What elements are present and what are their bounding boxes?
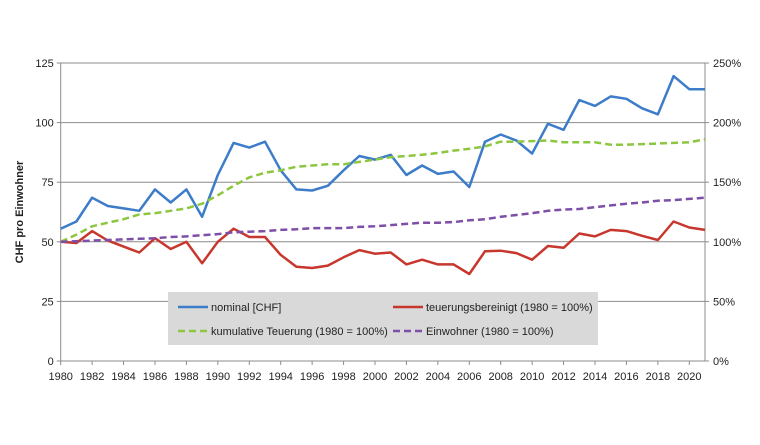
x-tick-label: 1980 (48, 371, 72, 383)
y2-tick-label: 200% (713, 118, 741, 130)
series-line-0 (60, 74, 705, 230)
x-tick-label: 1990 (206, 371, 230, 383)
x-tick-label: 1994 (268, 371, 292, 383)
x-tick-label: 2012 (551, 371, 575, 383)
legend-label: Einwohner (1980 = 100%) (426, 326, 554, 338)
x-tick-label: 1984 (111, 371, 135, 383)
y-tick-label: 50 (41, 237, 53, 249)
x-tick-label: 2010 (520, 371, 544, 383)
y-tick-label: 0 (48, 356, 54, 368)
y2-tick-label: 150% (713, 177, 741, 189)
y2-tick-label: 0% (713, 356, 729, 368)
legend-label: nominal [CHF] (211, 302, 281, 314)
x-tick-label: 2018 (646, 371, 670, 383)
x-tick-label: 2016 (614, 371, 638, 383)
x-tick-label: 2002 (394, 371, 418, 383)
x-tick-label: 2004 (426, 371, 450, 383)
x-tick-label: 1998 (331, 371, 355, 383)
x-tick-label: 2006 (457, 371, 481, 383)
x-tick-label: 1996 (300, 371, 324, 383)
legend-label: teuerungsbereinigt (1980 = 100%) (426, 302, 593, 314)
y2-tick-label: 50% (713, 296, 735, 308)
y-tick-label: 75 (41, 177, 53, 189)
x-tick-label: 1992 (237, 371, 261, 383)
x-tick-label: 1988 (174, 371, 198, 383)
x-tick-label: 2000 (363, 371, 387, 383)
y2-tick-label: 100% (713, 237, 741, 249)
x-tick-label: 2008 (488, 371, 512, 383)
legend-label: kumulative Teuerung (1980 = 100%) (211, 326, 388, 338)
y-tick-label: 100 (35, 118, 53, 130)
y-tick-label: 25 (41, 296, 53, 308)
y2-tick-label: 250% (713, 58, 741, 70)
legend-background (168, 292, 598, 345)
series-line-2 (60, 138, 706, 243)
series-line-3 (60, 196, 706, 244)
x-tick-label: 2020 (677, 371, 701, 383)
legend: nominal [CHF] teuerungsbereinigt (1980 = … (168, 292, 598, 345)
series-line-1 (60, 220, 706, 276)
x-tick-label: 2014 (583, 371, 607, 383)
x-tick-label: 1986 (143, 371, 167, 383)
y-tick-label: 125 (35, 58, 53, 70)
x-tick-label: 1982 (80, 371, 104, 383)
y-axis-label: CHF pro Einwohner (14, 160, 26, 263)
